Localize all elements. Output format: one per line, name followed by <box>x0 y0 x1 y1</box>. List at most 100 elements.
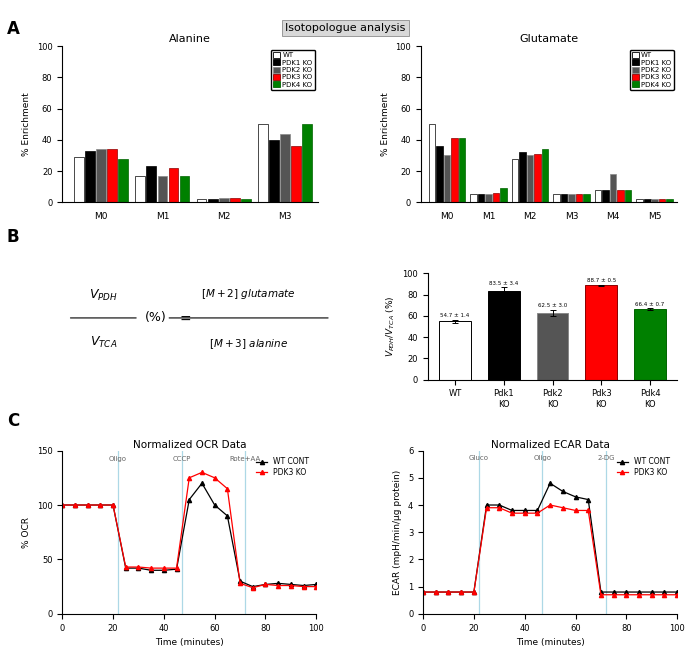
Bar <box>85 150 95 202</box>
Text: $[M+2]\ glutamate$: $[M+2]\ glutamate$ <box>201 287 296 301</box>
WT CONT <box>109 501 117 509</box>
PDK3 KO <box>84 501 92 509</box>
Bar <box>569 195 575 202</box>
Bar <box>534 154 541 202</box>
X-axis label: Time (minutes): Time (minutes) <box>515 638 585 647</box>
PDK3 KO <box>299 583 307 591</box>
PDK3 KO <box>622 591 630 599</box>
PDK3 KO <box>261 580 269 588</box>
WT CONT <box>287 580 295 588</box>
Y-axis label: % Enrichment: % Enrichment <box>22 92 31 156</box>
Line: WT CONT: WT CONT <box>421 481 679 594</box>
PDK3 KO <box>312 583 321 591</box>
WT CONT <box>597 588 605 596</box>
Bar <box>281 133 290 202</box>
Line: PDK3 KO: PDK3 KO <box>60 471 319 590</box>
Text: B: B <box>7 228 19 246</box>
WT CONT <box>559 488 567 496</box>
Y-axis label: % OCR: % OCR <box>22 517 31 548</box>
WT CONT <box>482 501 491 509</box>
WT CONT <box>444 588 453 596</box>
Bar <box>512 158 518 202</box>
PDK3 KO <box>419 588 427 596</box>
Line: PDK3 KO: PDK3 KO <box>421 503 679 597</box>
Bar <box>610 174 616 202</box>
WT CONT <box>236 578 244 585</box>
Bar <box>169 168 178 202</box>
Bar <box>493 193 500 202</box>
Bar <box>553 195 560 202</box>
WT CONT <box>84 501 92 509</box>
Bar <box>269 140 279 202</box>
PDK3 KO <box>185 474 193 482</box>
PDK3 KO <box>249 583 257 591</box>
WT CONT <box>470 588 478 596</box>
PDK3 KO <box>58 501 66 509</box>
Bar <box>576 195 583 202</box>
Bar <box>74 157 84 202</box>
Bar <box>303 124 312 202</box>
PDK3 KO <box>546 501 554 509</box>
PDK3 KO <box>444 588 453 596</box>
Text: $[M+3]\ alanine$: $[M+3]\ alanine$ <box>209 337 288 351</box>
WT CONT <box>432 588 440 596</box>
WT CONT <box>520 506 529 514</box>
PDK3 KO <box>211 474 219 482</box>
Text: 83.5 ± 3.4: 83.5 ± 3.4 <box>489 280 518 286</box>
WT CONT <box>609 588 618 596</box>
Bar <box>180 176 189 202</box>
PDK3 KO <box>109 501 117 509</box>
WT CONT <box>249 583 257 591</box>
Bar <box>429 124 435 202</box>
PDK3 KO <box>609 591 618 599</box>
WT CONT <box>622 588 630 596</box>
Bar <box>634 309 666 379</box>
PDK3 KO <box>520 510 529 517</box>
Text: CCCP: CCCP <box>173 456 191 462</box>
PDK3 KO <box>236 579 244 587</box>
PDK3 KO <box>647 591 656 599</box>
Bar <box>444 156 451 202</box>
Bar <box>208 199 218 202</box>
Bar <box>230 197 240 202</box>
Bar <box>644 199 650 202</box>
PDK3 KO <box>223 484 231 492</box>
WT CONT <box>147 566 155 574</box>
Bar <box>520 152 526 202</box>
Bar <box>459 139 466 202</box>
Text: A: A <box>7 20 20 38</box>
Legend: WT CONT, PDK3 KO: WT CONT, PDK3 KO <box>614 455 673 480</box>
PDK3 KO <box>470 588 478 596</box>
Bar <box>96 149 106 202</box>
Title: Alanine: Alanine <box>169 34 211 44</box>
Text: (%): (%) <box>144 312 167 325</box>
Bar <box>197 199 207 202</box>
WT CONT <box>134 564 142 572</box>
WT CONT <box>58 501 66 509</box>
Bar <box>158 176 167 202</box>
PDK3 KO <box>432 588 440 596</box>
Text: 66.4 ± 0.7: 66.4 ± 0.7 <box>636 302 665 307</box>
PDK3 KO <box>96 501 104 509</box>
Bar <box>437 146 443 202</box>
Text: C: C <box>7 412 19 430</box>
Text: Isotopologue analysis: Isotopologue analysis <box>285 23 406 33</box>
PDK3 KO <box>661 591 669 599</box>
Bar <box>537 313 569 379</box>
WT CONT <box>185 496 193 504</box>
Legend: WT CONT, PDK3 KO: WT CONT, PDK3 KO <box>253 455 312 480</box>
Title: Normalized OCR Data: Normalized OCR Data <box>133 440 246 450</box>
PDK3 KO <box>508 510 516 517</box>
Bar <box>488 291 520 380</box>
Bar <box>500 188 507 202</box>
Bar <box>451 139 458 202</box>
Bar <box>617 190 624 202</box>
Text: 54.7 ± 1.4: 54.7 ± 1.4 <box>440 314 470 318</box>
WT CONT <box>122 564 130 572</box>
WT CONT <box>533 506 542 514</box>
WT CONT <box>211 501 219 509</box>
Bar <box>652 199 658 202</box>
Y-axis label: $V_{PDH}/V_{TCA}$ (%): $V_{PDH}/V_{TCA}$ (%) <box>384 296 397 357</box>
PDK3 KO <box>559 504 567 512</box>
PDK3 KO <box>160 564 168 572</box>
